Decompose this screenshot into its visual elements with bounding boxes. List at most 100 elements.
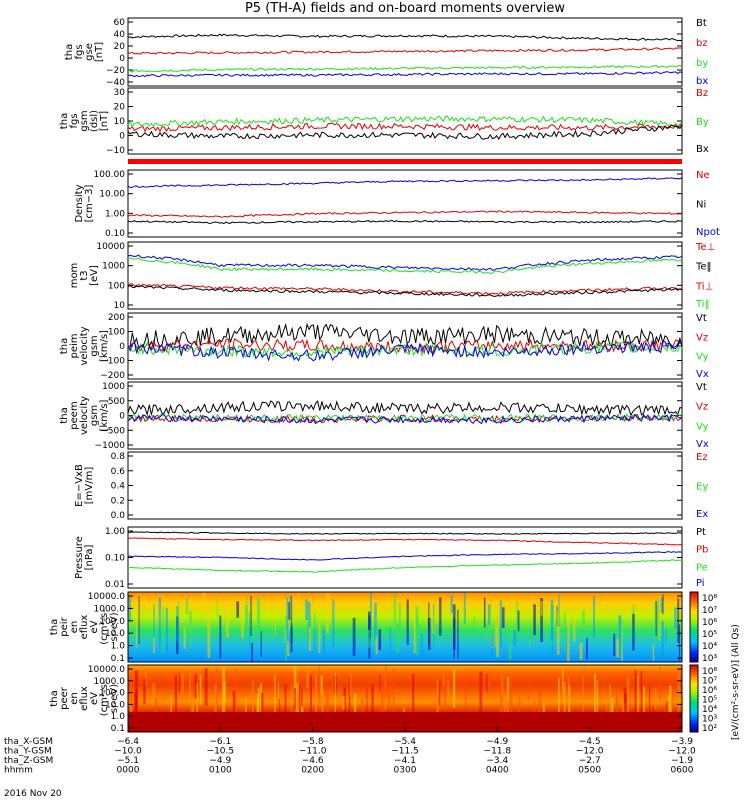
peem-velocity-ytick-label: −1000 bbox=[95, 441, 126, 451]
fgs-gsm-ylabel-line: [nT] bbox=[99, 111, 110, 131]
peir-spectrogram-texture bbox=[485, 624, 489, 640]
peer-spectrogram-ylabel-line: en bbox=[69, 692, 80, 705]
peir-spectrogram-texture bbox=[483, 597, 486, 628]
peir-spectrogram-texture bbox=[516, 601, 519, 632]
peer-spectrogram-texture bbox=[582, 675, 584, 713]
peir-spectrogram-texture bbox=[287, 641, 290, 656]
peir-spectrogram-texture bbox=[326, 593, 329, 634]
xaxis-value: −2.7 bbox=[579, 756, 601, 766]
peir-spectrogram-texture bbox=[540, 601, 543, 616]
peer-spectrogram-texture bbox=[626, 677, 629, 724]
peim-velocity-ylabel-line: velocity bbox=[79, 326, 90, 365]
peir-spectrogram-texture bbox=[138, 596, 140, 644]
pressure-series-Pb bbox=[127, 537, 683, 546]
peir-spectrogram-texture bbox=[154, 602, 157, 620]
efield-frame bbox=[127, 451, 683, 520]
xaxis-value: −11.5 bbox=[391, 747, 419, 757]
peer-spectrogram-texture bbox=[232, 690, 236, 719]
fgs-gse-series-bx bbox=[127, 71, 683, 78]
peem-velocity-legend-entry: Vy bbox=[696, 421, 709, 432]
peer-spectrogram-texture bbox=[504, 694, 507, 724]
peer-spectrogram-texture bbox=[194, 674, 197, 699]
fgs-gsm-ylabel: tha fgs gsm (dsl) [nT] bbox=[59, 110, 110, 132]
peer-spectrogram-texture bbox=[486, 673, 488, 692]
fgs-gse-series-Bt bbox=[127, 33, 683, 42]
density-legend-entry: Ni bbox=[696, 200, 706, 211]
peir-spectrogram-ylabel-line: eflux bbox=[79, 615, 90, 640]
xaxis-row-label: tha_X-GSM bbox=[4, 737, 53, 747]
peim-velocity-series-Vt bbox=[127, 322, 683, 349]
peir-spectrogram-ytick-label: 0.1 bbox=[111, 654, 125, 664]
fgs-gsm-ylabel-line: (dsl) bbox=[89, 110, 100, 132]
panel-efield: 0.8 0.6 0.4 0.2 0.0 E=−VxB [mV/m] Ez Ey Ex bbox=[74, 451, 708, 521]
peir-spectrogram-texture bbox=[567, 615, 570, 662]
temperature-ylabel: mom t3 [eV] bbox=[69, 263, 100, 289]
colorbar-label: [eV/(cm²-s-sr-eV)] (All Qs) bbox=[731, 624, 741, 740]
peer-spectrogram-texture bbox=[215, 668, 218, 710]
xaxis-value: −5.8 bbox=[302, 737, 324, 747]
peir-spectrogram-texture bbox=[236, 601, 240, 618]
peer-spectrogram-texture bbox=[297, 679, 300, 722]
peir-spectrogram-texture bbox=[176, 606, 179, 642]
efield-ylabel-line: [mV/m] bbox=[84, 467, 95, 505]
peer-spectrogram-texture bbox=[135, 689, 138, 720]
peem-velocity-series-Vx bbox=[127, 413, 683, 425]
peer-spectrogram-texture bbox=[464, 677, 467, 707]
peer-spectrogram-texture bbox=[671, 684, 673, 727]
pressure-ylabel-line: [nPa] bbox=[84, 544, 95, 570]
colorbar-tick: 10² bbox=[702, 724, 717, 734]
peir-spectrogram-texture bbox=[274, 597, 276, 636]
colorbar-tick: 10⁵ bbox=[702, 696, 717, 706]
peim-velocity-legend-entry: Vz bbox=[696, 332, 708, 343]
xaxis-value: −11.0 bbox=[299, 747, 327, 757]
xaxis-value: 0500 bbox=[578, 766, 601, 776]
peer-spectrogram-ylabel-line: eflux bbox=[79, 686, 90, 711]
peir-spectrogram-texture bbox=[657, 598, 660, 638]
efield-ytick-label: 0.8 bbox=[111, 452, 126, 462]
temperature-legend-entry: Ti‖ bbox=[695, 299, 710, 310]
peir-spectrogram-texture bbox=[654, 601, 657, 645]
xaxis-row-label: tha_Z-GSM bbox=[4, 756, 53, 766]
peim-velocity-ytick-label: 100 bbox=[108, 328, 125, 338]
peer-spectrogram-texture bbox=[294, 688, 297, 722]
peir-spectrogram-texture bbox=[370, 592, 372, 631]
colorbar-tick: 10⁸ bbox=[702, 667, 717, 677]
peer-spectrogram-texture bbox=[447, 680, 450, 701]
peer-spectrogram-texture bbox=[444, 670, 447, 711]
peir-spectrogram-texture bbox=[439, 597, 442, 636]
temperature-ylabel-line: mom bbox=[69, 263, 80, 289]
peir-spectrogram-texture bbox=[292, 621, 294, 652]
xaxis-value: −6.1 bbox=[209, 737, 231, 747]
peer-spectrogram-ytick-label: 10000.0 bbox=[88, 665, 125, 675]
peir-spectrogram-texture bbox=[396, 623, 399, 653]
xaxis-value: −12.0 bbox=[576, 747, 604, 757]
fgs-gsm-ytick-label: 30 bbox=[114, 88, 126, 98]
peim-velocity-ylabel-line: tha bbox=[59, 338, 70, 354]
peir-spectrogram-texture bbox=[508, 636, 512, 660]
xaxis-value: 0200 bbox=[301, 766, 324, 776]
peir-spectrogram-texture bbox=[291, 595, 294, 624]
peir-spectrogram-texture bbox=[207, 611, 211, 658]
efield-ylabel-line: E=−VxB bbox=[74, 464, 85, 507]
peer-spectrogram-texture bbox=[507, 680, 509, 717]
peer-spectrogram-texture bbox=[371, 684, 374, 727]
panel-peim-velocity: 200 100 0 −100 −200 tha peim velocity gsm [km/s] V… bbox=[59, 312, 709, 381]
peer-spectrogram-texture bbox=[606, 702, 608, 717]
xaxis-value: −4.5 bbox=[579, 737, 601, 747]
peir-spectrogram-texture bbox=[652, 643, 655, 661]
peir-spectrogram-texture bbox=[165, 607, 169, 654]
peer-spectrogram-texture bbox=[349, 674, 352, 698]
date-label: 2016 Nov 20 bbox=[4, 789, 62, 799]
peir-spectrogram-texture bbox=[260, 631, 262, 658]
colorbar-upper bbox=[689, 591, 699, 663]
density-ylabel: Density [cm−3] bbox=[74, 184, 95, 222]
peer-spectrogram-texture bbox=[320, 675, 323, 696]
density-series-Ne bbox=[127, 210, 683, 218]
peir-spectrogram-texture bbox=[499, 600, 502, 648]
fgs-gsm-legend-entry: Bx bbox=[696, 144, 709, 155]
peer-spectrogram-texture bbox=[154, 698, 158, 720]
efield-legend-entry: Ex bbox=[696, 509, 708, 520]
temperature-ytick-label: 1000 bbox=[102, 262, 125, 272]
fgs-gse-series-bz bbox=[127, 47, 683, 55]
pressure-series-Pe bbox=[128, 559, 683, 573]
